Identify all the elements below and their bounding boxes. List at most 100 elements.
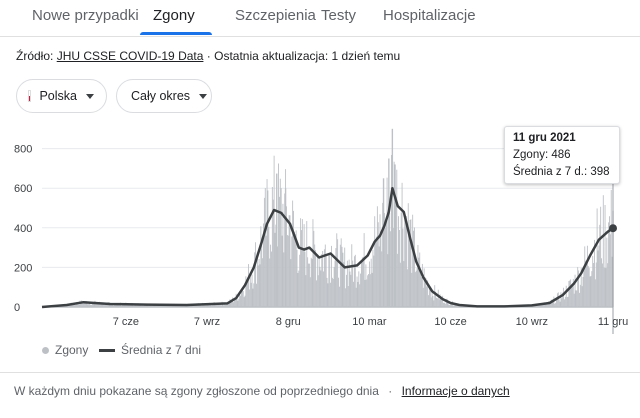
bar — [428, 295, 430, 307]
bar — [394, 164, 396, 307]
bar — [273, 155, 275, 307]
bar — [143, 305, 144, 307]
bar — [390, 231, 392, 307]
bar — [232, 297, 234, 307]
bar — [450, 304, 452, 307]
bar — [74, 304, 76, 307]
bar — [282, 203, 284, 307]
bar — [269, 258, 271, 307]
bar — [581, 286, 583, 307]
bar — [295, 230, 297, 307]
bar — [364, 279, 366, 307]
chart-tooltip: 11 gru 2021 Zgony: 486 Średnia z 7 d.: 3… — [504, 126, 620, 184]
bar — [544, 304, 546, 307]
y-tick-label: 200 — [14, 262, 32, 274]
source-link[interactable]: JHU CSSE COVID-19 Data — [56, 49, 204, 63]
bar — [406, 216, 407, 307]
bar — [611, 256, 613, 307]
bar — [439, 294, 441, 307]
bar — [418, 257, 420, 307]
bar — [214, 303, 216, 307]
bar — [166, 305, 168, 307]
bar — [349, 271, 351, 307]
bar — [376, 236, 377, 307]
bar — [316, 256, 318, 307]
bar — [211, 304, 213, 307]
bar — [222, 303, 224, 307]
period-filter[interactable]: Cały okres — [116, 79, 212, 113]
bar — [357, 281, 359, 307]
tab-deaths[interactable]: Zgony — [153, 7, 195, 24]
data-info-link[interactable]: Informacje o danych — [401, 384, 510, 398]
bar — [317, 275, 319, 307]
bar — [338, 277, 339, 307]
bar — [241, 291, 242, 307]
bar — [210, 305, 212, 307]
bar — [274, 232, 276, 307]
caret-down-icon — [199, 93, 208, 99]
bar — [361, 257, 363, 307]
bar — [448, 304, 450, 307]
bar — [564, 299, 565, 307]
bar — [445, 298, 447, 307]
bar — [239, 292, 241, 307]
bar — [566, 297, 568, 307]
tab-vaccinations[interactable]: Szczepienia — [235, 7, 316, 24]
bar — [373, 255, 375, 307]
bar — [601, 263, 603, 307]
bar — [297, 273, 299, 307]
bar — [608, 222, 610, 307]
bar — [454, 304, 456, 307]
bar — [430, 297, 432, 307]
bar — [351, 244, 353, 307]
bar — [389, 212, 391, 307]
footer-separator: · — [388, 384, 393, 398]
bar — [68, 305, 70, 307]
bar — [75, 304, 76, 307]
bar — [276, 173, 278, 307]
caret-down-icon — [86, 93, 94, 99]
bar — [592, 255, 594, 307]
bar — [219, 304, 221, 307]
bar — [150, 305, 152, 307]
bar — [242, 291, 244, 307]
bar — [156, 305, 158, 307]
country-filter[interactable]: Polska — [16, 79, 107, 113]
bar — [393, 161, 395, 307]
bar — [363, 233, 365, 307]
bar — [609, 234, 611, 307]
bar — [321, 254, 323, 307]
bar — [238, 298, 240, 307]
bar — [405, 222, 407, 307]
bar — [301, 230, 302, 307]
bar — [420, 273, 422, 307]
bar — [537, 305, 539, 307]
deaths-chart[interactable]: 800 600 400 200 0 7 cze 7 wrz 8 gru 10 mar 10 cz… — [0, 118, 640, 340]
bar — [383, 213, 385, 307]
bar — [354, 254, 356, 307]
bar — [604, 205, 606, 307]
bar — [339, 244, 341, 307]
x-tick-label: 11 gru — [598, 316, 628, 328]
bar — [266, 179, 268, 307]
bar — [92, 301, 94, 307]
tab-new-cases[interactable]: Nowe przypadki — [32, 7, 139, 24]
legend-dot-icon — [42, 346, 49, 354]
bar — [328, 253, 330, 307]
bar — [76, 303, 78, 307]
bar — [77, 303, 79, 307]
bar — [290, 259, 292, 307]
bar — [374, 216, 376, 307]
bar — [123, 304, 125, 307]
bar — [400, 212, 402, 307]
bar — [84, 302, 86, 307]
bar — [407, 203, 409, 307]
bar — [557, 292, 559, 307]
bar — [438, 299, 440, 307]
bar — [218, 304, 219, 307]
tab-hospitalizations[interactable]: Hospitalizacje — [383, 7, 476, 24]
bar — [174, 305, 176, 307]
bar — [170, 305, 172, 307]
bar — [345, 288, 347, 307]
tab-tests[interactable]: Testy — [321, 7, 357, 24]
